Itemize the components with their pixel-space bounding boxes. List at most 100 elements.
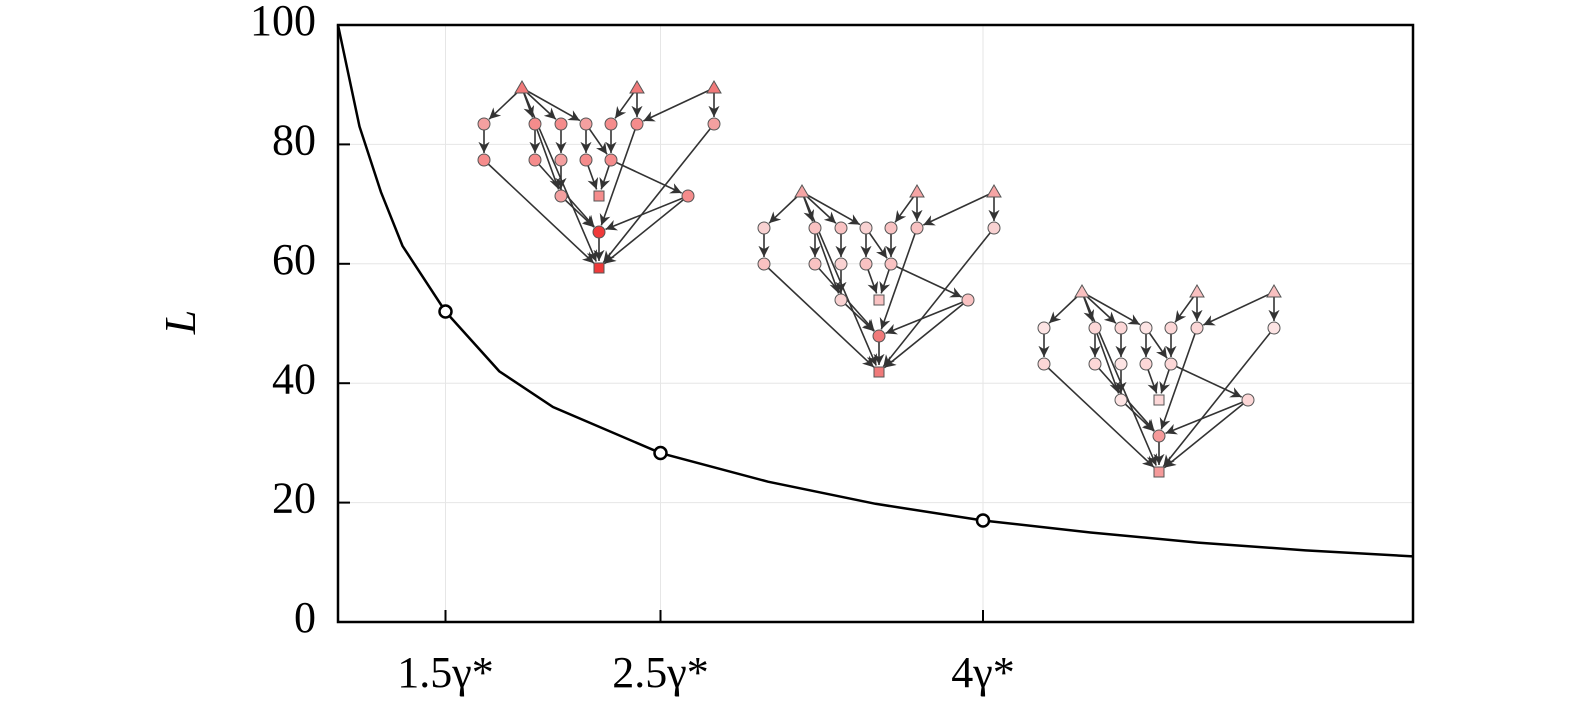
- inset-edge: [879, 227, 918, 330]
- inset-node: [1139, 357, 1153, 371]
- inset-edge: [1163, 399, 1249, 469]
- inset-node: [579, 117, 593, 131]
- inset-node: [1037, 357, 1051, 371]
- inset-edge: [1081, 291, 1141, 326]
- inset-edge: [814, 227, 841, 294]
- inset-node: [1164, 321, 1178, 335]
- inset-node: [592, 225, 606, 239]
- inset-node: [629, 80, 645, 94]
- inset-node: [1189, 284, 1205, 298]
- inset-node: [961, 293, 975, 307]
- inset-node: [757, 221, 771, 235]
- point-marker: [438, 304, 453, 319]
- inset-node: [757, 257, 771, 271]
- inset-node: [604, 117, 618, 131]
- inset-node: [514, 80, 530, 94]
- inset-edge: [1203, 291, 1275, 326]
- inset-node: [604, 153, 618, 167]
- inset-node: [1152, 429, 1166, 443]
- y-tick-label: 80: [272, 115, 316, 164]
- inset-node: [873, 366, 885, 378]
- inset-edge: [602, 123, 715, 264]
- y-tick-label: 0: [294, 593, 316, 642]
- inset-node: [593, 190, 605, 202]
- inset-node: [554, 189, 568, 203]
- inset-edge: [840, 299, 875, 332]
- inset-node: [554, 153, 568, 167]
- inset-node: [554, 117, 568, 131]
- inset-node: [884, 221, 898, 235]
- inset-node: [1139, 321, 1153, 335]
- point-marker: [653, 445, 668, 461]
- inset-node: [528, 153, 542, 167]
- inset-node: [910, 221, 924, 235]
- x-tick-label: 4γ*: [951, 648, 1014, 697]
- inset-node: [834, 257, 848, 271]
- inset-node: [808, 221, 822, 235]
- inset-node: [859, 221, 873, 235]
- inset-edge: [1162, 327, 1275, 468]
- point-marker: [975, 513, 991, 528]
- x-tick-label: 1.5γ*: [397, 648, 493, 697]
- inset-edge: [882, 227, 995, 368]
- inset-node: [681, 189, 695, 203]
- inset-edge: [1081, 291, 1157, 466]
- inset-edge: [599, 123, 638, 226]
- inset-edge: [560, 195, 595, 228]
- inset-edge: [1120, 399, 1155, 432]
- inset-node: [1267, 321, 1281, 335]
- y-tick-label: 20: [272, 474, 316, 523]
- inset-node: [1153, 394, 1165, 406]
- inset-edge: [1159, 327, 1198, 430]
- inset-node: [707, 117, 721, 131]
- inset-node: [834, 221, 848, 235]
- inset-edge: [521, 87, 581, 122]
- inset-edge: [1043, 363, 1155, 468]
- inset-node: [873, 294, 885, 306]
- inset-node: [1088, 321, 1102, 335]
- inset-node: [834, 293, 848, 307]
- inset-node: [859, 257, 873, 271]
- inset-node: [1037, 321, 1051, 335]
- inset-edge: [885, 299, 969, 335]
- inset-node: [477, 117, 491, 131]
- inset-node: [528, 117, 542, 131]
- inset-edge: [521, 87, 597, 262]
- inset-node: [630, 117, 644, 131]
- inset-node: [884, 257, 898, 271]
- inset-node: [987, 221, 1001, 235]
- inset-edge: [483, 159, 595, 264]
- inset-edge: [883, 299, 969, 369]
- plot-frame: [336, 23, 1415, 624]
- inset-edge: [1165, 399, 1249, 435]
- inset-edge: [763, 263, 875, 368]
- inset-edge: [801, 191, 877, 366]
- inset-edge: [603, 195, 689, 265]
- inset-node: [808, 257, 822, 271]
- inset-node: [1114, 321, 1128, 335]
- inset-node: [706, 80, 722, 94]
- inset-node: [1074, 284, 1090, 298]
- y-tick-label: 100: [250, 0, 316, 45]
- inset-node: [1190, 321, 1204, 335]
- inset-edge: [923, 191, 995, 226]
- inset-node: [1266, 284, 1282, 298]
- inset-edge: [605, 195, 689, 231]
- inset-edge: [643, 87, 715, 122]
- inset-node: [1153, 466, 1165, 478]
- inset-node: [1241, 393, 1255, 407]
- y-tick-label: 60: [272, 235, 316, 284]
- inset-node: [579, 153, 593, 167]
- inset-node: [477, 153, 491, 167]
- inset-node: [909, 184, 925, 198]
- inset-node: [1164, 357, 1178, 371]
- inset-node: [593, 262, 605, 274]
- inset-edge: [1094, 327, 1121, 394]
- inset-node: [1114, 357, 1128, 371]
- y-tick-label: 40: [272, 354, 316, 403]
- inset-node: [794, 184, 810, 198]
- inset-edge: [801, 191, 861, 226]
- inset-node: [872, 329, 886, 343]
- y-axis-label: L: [156, 310, 205, 335]
